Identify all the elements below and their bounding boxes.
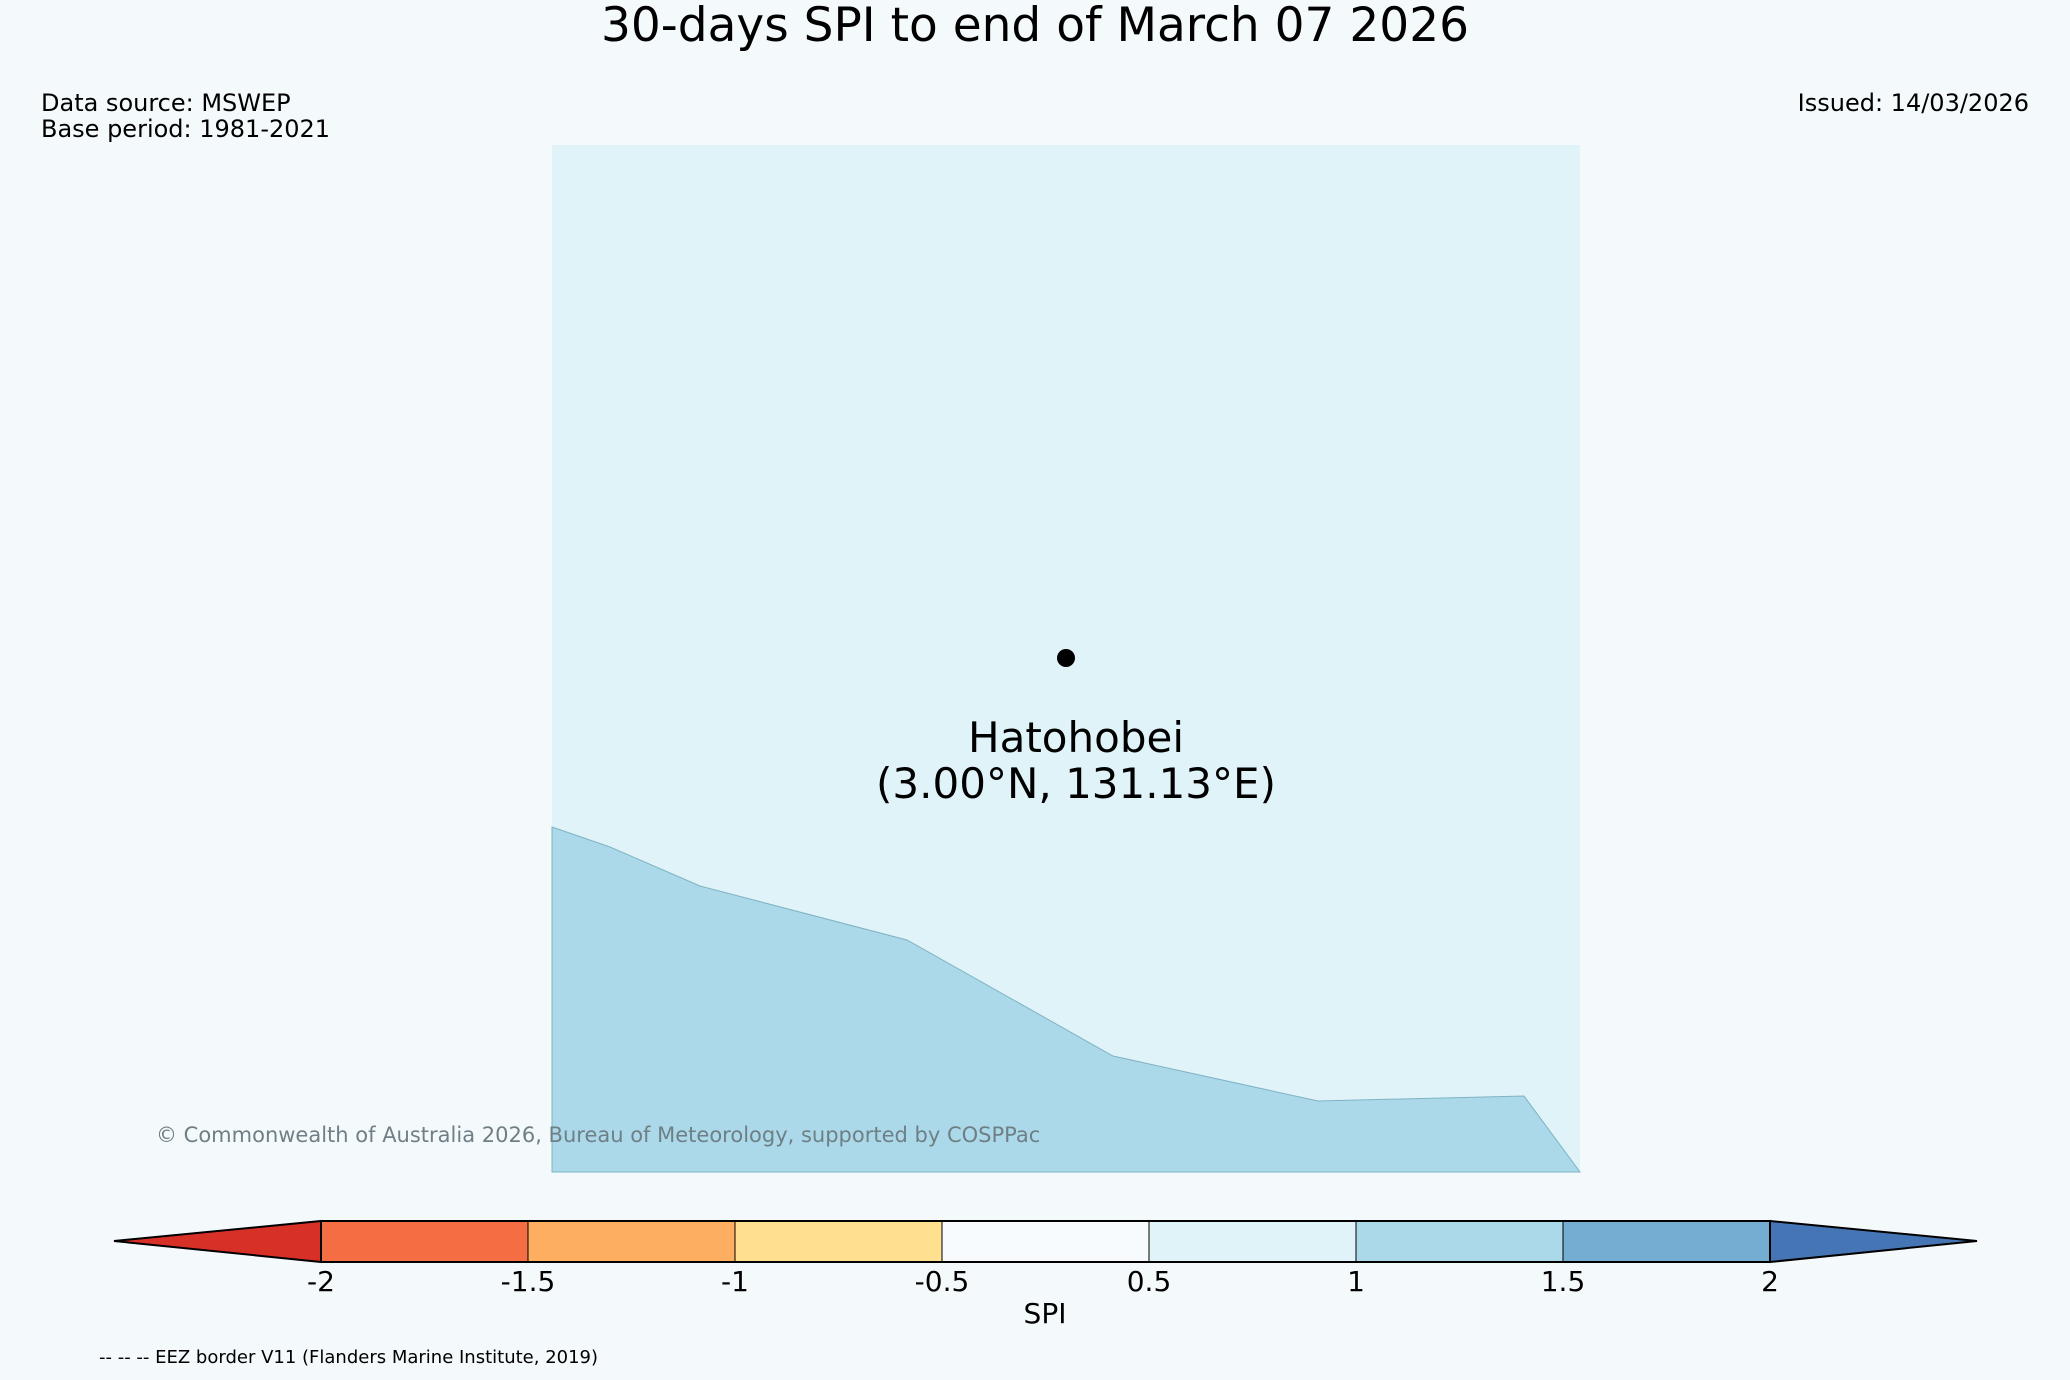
colorbar-tick: 1.5 <box>1540 1265 1586 1298</box>
colorbar-segment <box>1562 1220 1771 1263</box>
colorbar-tick: -2 <box>307 1265 335 1298</box>
copyright-notice: © Commonwealth of Australia 2026, Bureau… <box>156 1123 1041 1147</box>
colorbar-tick: 1 <box>1347 1265 1365 1298</box>
data-source: Data source: MSWEP <box>41 89 291 117</box>
colorbar-extend-high <box>1769 1219 1978 1264</box>
colorbar-tick: 0.5 <box>1126 1265 1172 1298</box>
colorbar-tick: 2 <box>1761 1265 1779 1298</box>
colorbar-segment <box>734 1220 943 1263</box>
base-period: Base period: 1981-2021 <box>41 115 331 143</box>
colorbar-outline <box>320 1220 1771 1263</box>
colorbar-tick: -1 <box>721 1265 749 1298</box>
colorbar-segment <box>1355 1220 1564 1263</box>
colorbar-segment <box>527 1220 736 1263</box>
eez-footnote: -- -- -- EEZ border V11 (Flanders Marine… <box>99 1347 599 1368</box>
colorbar-tick: -1.5 <box>500 1265 556 1298</box>
colorbar-segment <box>320 1220 529 1263</box>
station-marker-icon <box>1057 649 1075 667</box>
location-name: Hatohobei <box>968 713 1184 762</box>
metadata-left: Data source: MSWEP Base period: 1981-202… <box>41 90 330 142</box>
chart-title: 30-days SPI to end of March 07 2026 <box>600 0 1470 53</box>
colorbar-segment <box>941 1220 1150 1263</box>
issued-date: Issued: 14/03/2026 <box>1797 89 2029 117</box>
colorbar-segment <box>1148 1220 1357 1263</box>
location-coords: (3.00°N, 131.13°E) <box>876 759 1276 808</box>
spi-region-shading <box>551 826 1581 1173</box>
location-label: Hatohobei (3.00°N, 131.13°E) <box>876 715 1276 807</box>
colorbar-extend-low <box>113 1219 322 1264</box>
colorbar-tick: -0.5 <box>914 1265 970 1298</box>
colorbar-label: SPI <box>1023 1297 1067 1330</box>
